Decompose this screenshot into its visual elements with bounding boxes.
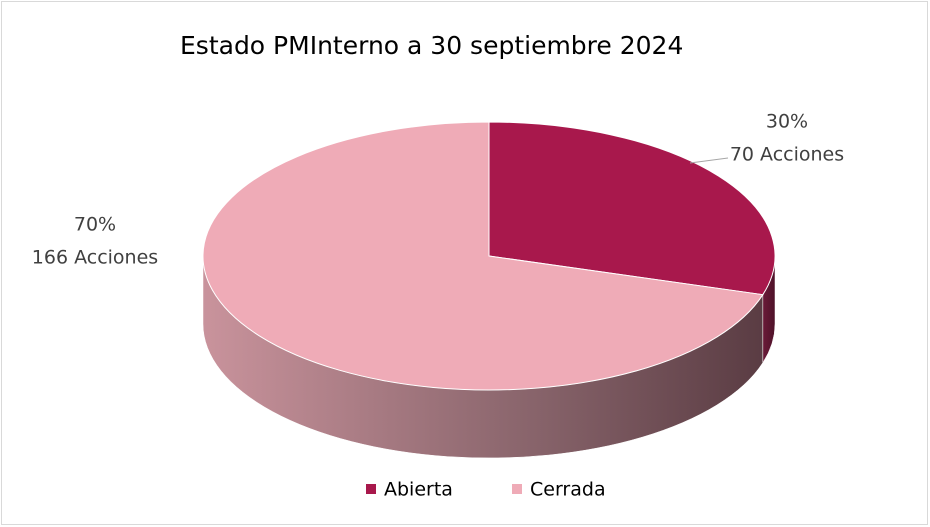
slice bbox=[488, 121, 776, 296]
data-label: 166 Acciones bbox=[32, 247, 158, 269]
percent-label: 70% bbox=[74, 214, 116, 236]
legend-swatch bbox=[512, 484, 522, 494]
legend-label: Cerrada bbox=[530, 479, 606, 501]
chart-title: Estado PMInterno a 30 septiembre 2024 bbox=[180, 31, 683, 60]
legend-swatch bbox=[366, 484, 376, 494]
leader-line bbox=[689, 157, 729, 164]
slice bbox=[202, 121, 764, 391]
legend-label: Abierta bbox=[384, 479, 453, 501]
percent-label: 30% bbox=[766, 111, 808, 133]
legend: Abierta Cerrada bbox=[366, 479, 606, 501]
pie bbox=[202, 121, 776, 459]
data-label: 70 Acciones bbox=[730, 144, 844, 166]
